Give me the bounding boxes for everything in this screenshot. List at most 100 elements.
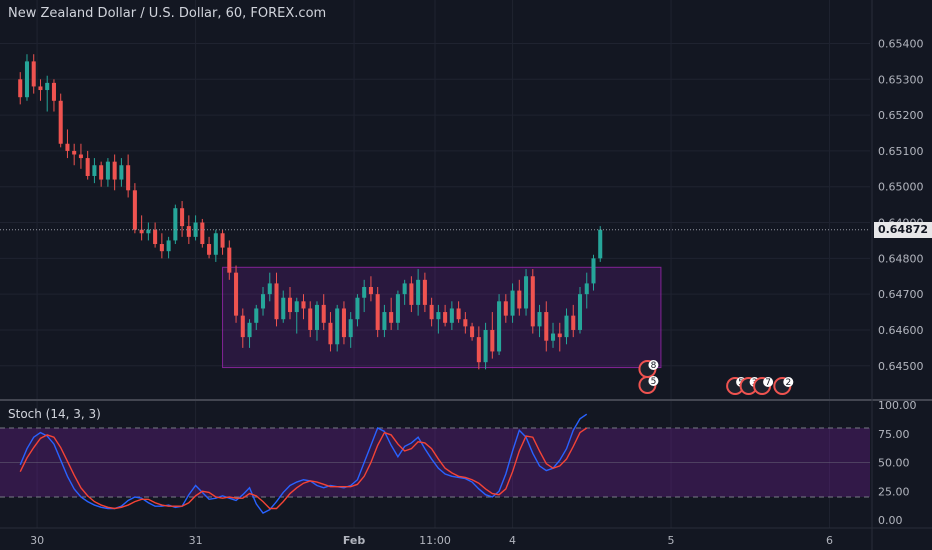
candle-body bbox=[382, 312, 387, 330]
candle-body bbox=[510, 290, 515, 316]
event-count-badge bbox=[648, 360, 659, 370]
candle-body bbox=[490, 329, 495, 352]
candle-body bbox=[389, 312, 394, 323]
stoch-indicator-title[interactable]: Stoch (14, 3, 3) bbox=[8, 407, 101, 421]
candle-body bbox=[213, 233, 218, 255]
event-count-label: 2 bbox=[785, 378, 791, 388]
candle-body bbox=[38, 86, 43, 91]
last-price-tag: 0.64872 bbox=[874, 221, 932, 238]
candle-body bbox=[220, 233, 225, 248]
price-tick-label: 0.65000 bbox=[878, 181, 924, 194]
candle-body bbox=[463, 319, 468, 327]
candle-body bbox=[132, 190, 137, 230]
event-count-badge bbox=[783, 377, 794, 387]
candle-body bbox=[119, 165, 124, 180]
candlesticks bbox=[18, 54, 603, 370]
time-tick-label: Feb bbox=[343, 534, 366, 547]
price-tick-label: 0.64600 bbox=[878, 324, 924, 337]
price-tick-label: 0.65200 bbox=[878, 109, 924, 122]
candle-body bbox=[321, 304, 326, 323]
candle-body bbox=[126, 165, 131, 191]
candle-body bbox=[92, 165, 97, 176]
time-tick-label: 30 bbox=[30, 534, 44, 547]
candle-body bbox=[112, 161, 117, 180]
candle-body bbox=[456, 308, 461, 320]
candle-body bbox=[301, 301, 306, 309]
candle-body bbox=[18, 79, 23, 98]
time-tick-label: 31 bbox=[189, 534, 203, 547]
candle-body bbox=[470, 326, 475, 338]
candle-body bbox=[422, 279, 427, 305]
time-tick-label: 11:00 bbox=[419, 534, 451, 547]
candle-body bbox=[577, 294, 583, 330]
candle-body bbox=[240, 315, 245, 338]
candle-body bbox=[497, 301, 502, 352]
stoch-axis[interactable]: 100.00 75.00 50.00 25.00 0.00 bbox=[878, 399, 917, 527]
price-tick-label: 0.65100 bbox=[878, 145, 924, 158]
candle-body bbox=[335, 308, 340, 345]
candle-body bbox=[200, 222, 205, 245]
candle-body bbox=[517, 290, 522, 309]
event-markers[interactable]: 855372 bbox=[638, 360, 794, 395]
candle-body bbox=[571, 315, 576, 330]
price-tick-label: 0.64500 bbox=[878, 360, 924, 373]
candle-body bbox=[483, 329, 488, 363]
chart-title: New Zealand Dollar / U.S. Dollar, 60, FO… bbox=[8, 6, 327, 21]
candle-body bbox=[530, 276, 535, 327]
candle-body bbox=[65, 143, 70, 151]
candle-body bbox=[551, 333, 556, 341]
stoch-tick-label: 50.00 bbox=[878, 457, 910, 470]
event-count-badge bbox=[763, 377, 774, 387]
time-axis[interactable]: 30 31 Feb 11:00 4 5 6 bbox=[0, 527, 932, 547]
candle-body bbox=[314, 304, 319, 330]
candle-body bbox=[328, 322, 333, 345]
candle-body bbox=[537, 312, 542, 327]
candle-body bbox=[436, 312, 441, 320]
candle-body bbox=[180, 208, 185, 227]
candle-body bbox=[99, 165, 104, 180]
candle-body bbox=[24, 61, 29, 98]
stoch-tick-label: 75.00 bbox=[878, 428, 910, 441]
candle-body bbox=[348, 319, 353, 338]
candle-body bbox=[584, 283, 589, 295]
candle-body bbox=[51, 82, 56, 101]
candle-body bbox=[186, 226, 191, 237]
candle-body bbox=[31, 61, 36, 87]
candle-body bbox=[78, 154, 83, 159]
time-tick-label: 5 bbox=[668, 534, 675, 547]
candle-body bbox=[261, 294, 266, 309]
candle-body bbox=[105, 161, 110, 180]
candle-body bbox=[247, 322, 252, 338]
candle-body bbox=[139, 229, 144, 234]
candle-body bbox=[341, 308, 346, 338]
candle-body bbox=[287, 297, 293, 313]
price-tick-label: 0.65300 bbox=[878, 73, 924, 86]
candle-body bbox=[294, 301, 299, 313]
event-count-label: 8 bbox=[651, 361, 657, 371]
candle-body bbox=[564, 315, 569, 338]
candle-body bbox=[281, 297, 286, 320]
candle-body bbox=[207, 244, 212, 255]
candle-body bbox=[234, 272, 239, 316]
price-tick-label: 0.64800 bbox=[878, 252, 924, 265]
candle-body bbox=[274, 283, 279, 320]
candle-body bbox=[362, 286, 367, 298]
candle-body bbox=[402, 283, 407, 295]
stoch-tick-label: 0.00 bbox=[878, 514, 903, 527]
candle-body bbox=[476, 337, 481, 363]
candle-body bbox=[58, 100, 63, 144]
candle-body bbox=[368, 286, 373, 295]
candle-body bbox=[449, 308, 454, 323]
candle-body bbox=[557, 333, 562, 338]
candle-body bbox=[159, 244, 164, 252]
candle-body bbox=[45, 82, 50, 91]
event-count-label: 5 bbox=[651, 377, 657, 387]
event-count-label: 7 bbox=[765, 378, 771, 388]
time-tick-label: 6 bbox=[826, 534, 833, 547]
candle-body bbox=[544, 312, 549, 341]
candle-body bbox=[591, 258, 596, 284]
candle-body bbox=[308, 308, 313, 330]
candle-body bbox=[153, 229, 158, 245]
candle-body bbox=[146, 229, 151, 234]
